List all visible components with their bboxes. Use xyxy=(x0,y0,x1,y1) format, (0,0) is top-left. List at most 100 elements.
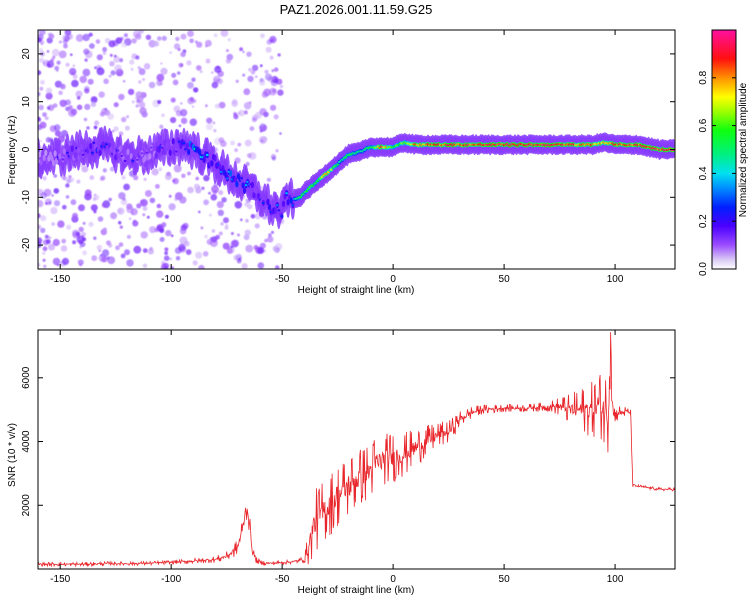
spectrogram-noise-blob xyxy=(164,173,172,181)
spectrogram-noise-blob xyxy=(175,110,182,117)
spectrogram-noise-blob xyxy=(121,175,126,180)
spectrogram-noise-blob xyxy=(238,257,242,261)
spectrogram-noise-blob xyxy=(113,56,121,63)
spectrogram-noise-blob xyxy=(254,67,258,71)
x-tick-label: 100 xyxy=(607,274,624,285)
spectrogram-noise-blob xyxy=(204,234,208,239)
spectrogram-ridge-mid xyxy=(233,176,237,183)
spectrogram-noise-blob xyxy=(191,77,196,82)
spectrogram-noise-blob xyxy=(70,53,73,56)
spectrogram-noise-blob xyxy=(91,255,98,262)
spectrogram-noise-blob xyxy=(193,87,199,93)
spectrogram-noise-blob xyxy=(115,37,123,44)
figure-title: PAZ1.2026.001.11.59.G25 xyxy=(280,2,433,17)
spectrogram-noise-blob xyxy=(76,104,83,111)
spectrogram-noise-blob xyxy=(241,263,248,269)
y-tick-label: -10 xyxy=(21,190,32,205)
spectrogram-ridge-mid xyxy=(213,154,217,162)
colorbar-tick-label: 0.2 xyxy=(698,214,709,228)
x-tick-label: 100 xyxy=(607,574,624,585)
spectrogram-ridge-mid xyxy=(266,198,270,206)
spectrogram-noise-blob xyxy=(223,217,229,224)
spectrogram-noise-blob xyxy=(267,236,274,243)
spectrogram-noise-blob xyxy=(75,231,81,237)
spectrogram-noise-blob xyxy=(110,70,116,76)
spectrogram-noise-blob xyxy=(96,67,105,76)
spectrogram-noise-blob xyxy=(218,231,223,236)
spectrogram-noise-blob xyxy=(187,186,194,194)
spectrogram-noise-blob xyxy=(133,175,139,181)
spectrogram-noise-blob xyxy=(248,101,252,105)
spectrogram-noise-blob xyxy=(251,117,257,123)
snr-panel: -150 -100 -50 0 50 100 2000 4000 6000 Height of… xyxy=(7,329,676,596)
spectrogram-ridge-mid xyxy=(218,163,222,171)
spectrogram-ridge-core xyxy=(184,148,188,151)
spectrogram-noise-blob xyxy=(189,96,195,102)
spectrogram-noise-blob xyxy=(274,67,279,72)
spectrogram-noise-blob xyxy=(131,100,135,104)
spectrogram-noise-blob xyxy=(62,204,67,210)
spectrogram-noise-blob xyxy=(132,219,137,223)
colorbar: 0.0 0.2 0.4 0.6 0.8 Normalized spectral ampl… xyxy=(698,29,749,276)
spectrogram-noise-blob xyxy=(164,251,169,256)
spectrogram-noise-blob xyxy=(179,196,187,204)
spectrogram-ridge-core xyxy=(291,204,295,207)
spectrogram-noise-blob xyxy=(221,197,227,203)
spectrogram-ridge-mid xyxy=(202,156,206,163)
spectrogram-noise-blob xyxy=(230,140,236,146)
spectrogram-noise-blob xyxy=(205,104,208,108)
spectrogram-ridge-core xyxy=(140,152,144,155)
spectrogram-noise-blob xyxy=(60,245,68,252)
spectrogram-noise-blob xyxy=(57,220,65,228)
spectrogram-noise-blob xyxy=(271,69,275,73)
spectrogram-ridge-mid xyxy=(210,160,214,167)
spectrogram-noise-blob xyxy=(84,58,88,62)
spectrogram-noise-blob xyxy=(53,174,58,178)
spectrogram-noise-blob xyxy=(179,109,188,117)
spectrogram-ridge-mid xyxy=(162,148,166,155)
spectrogram-noise-blob xyxy=(40,227,46,233)
spectrogram-noise-blob xyxy=(96,54,103,61)
spectrogram-noise-blob xyxy=(161,35,167,41)
spectrogram-noise-blob xyxy=(211,185,219,194)
spectrogram-noise-blob xyxy=(39,31,44,35)
spectrogram-noise-blob xyxy=(244,139,252,147)
spectrogram-ridge-mid xyxy=(253,186,258,194)
spectrogram-noise-blob xyxy=(128,217,132,220)
spectrogram-noise-blob xyxy=(210,194,218,201)
spectrogram-noise-blob xyxy=(169,51,172,54)
spectrogram-noise-blob xyxy=(63,35,70,42)
colorbar-tick-label: 0.6 xyxy=(698,118,709,132)
spectrogram-noise-blob xyxy=(262,136,268,142)
spectrogram-noise-blob xyxy=(93,236,97,240)
spectrogram-noise-blob xyxy=(90,204,98,212)
spectrogram-noise-blob xyxy=(225,49,229,53)
spectrogram-noise-blob xyxy=(149,226,157,234)
spectrogram-noise-blob xyxy=(250,214,256,219)
spectrogram-noise-blob xyxy=(196,65,202,71)
spectrogram-noise-blob xyxy=(254,223,260,229)
spectrogram-noise-blob xyxy=(84,103,91,110)
spectrogram-noise-blob xyxy=(45,92,53,100)
spectrogram-noise-blob xyxy=(114,64,122,72)
spectrogram-noise-blob xyxy=(142,248,148,254)
spectrogram-noise-blob xyxy=(279,84,284,89)
spectrogram-ridge-core xyxy=(123,159,127,163)
spectrogram-noise-blob xyxy=(174,197,178,201)
spectrogram-noise-blob xyxy=(130,67,134,71)
spectrogram-noise-blob xyxy=(76,179,81,184)
spectrogram-noise-blob xyxy=(200,226,204,230)
spectrogram-noise-blob xyxy=(65,106,70,112)
y-tick-label: 10 xyxy=(21,96,32,108)
spectrogram-noise-blob xyxy=(225,58,232,64)
spectrogram-y-label: Frequency (Hz) xyxy=(7,116,18,185)
spectrogram-noise-blob xyxy=(124,249,130,256)
spectrogram-noise-blob xyxy=(97,216,104,222)
spectrogram-noise-blob xyxy=(50,207,58,215)
spectrogram-noise-blob xyxy=(172,177,179,185)
colorbar-ticks: 0.0 0.2 0.4 0.6 0.8 xyxy=(698,70,736,276)
spectrogram-noise-blob xyxy=(237,233,240,237)
spectrogram-ridge-mid xyxy=(70,145,74,152)
spectrogram-noise-blob xyxy=(72,212,78,219)
spectrogram-noise-blob xyxy=(95,39,101,44)
